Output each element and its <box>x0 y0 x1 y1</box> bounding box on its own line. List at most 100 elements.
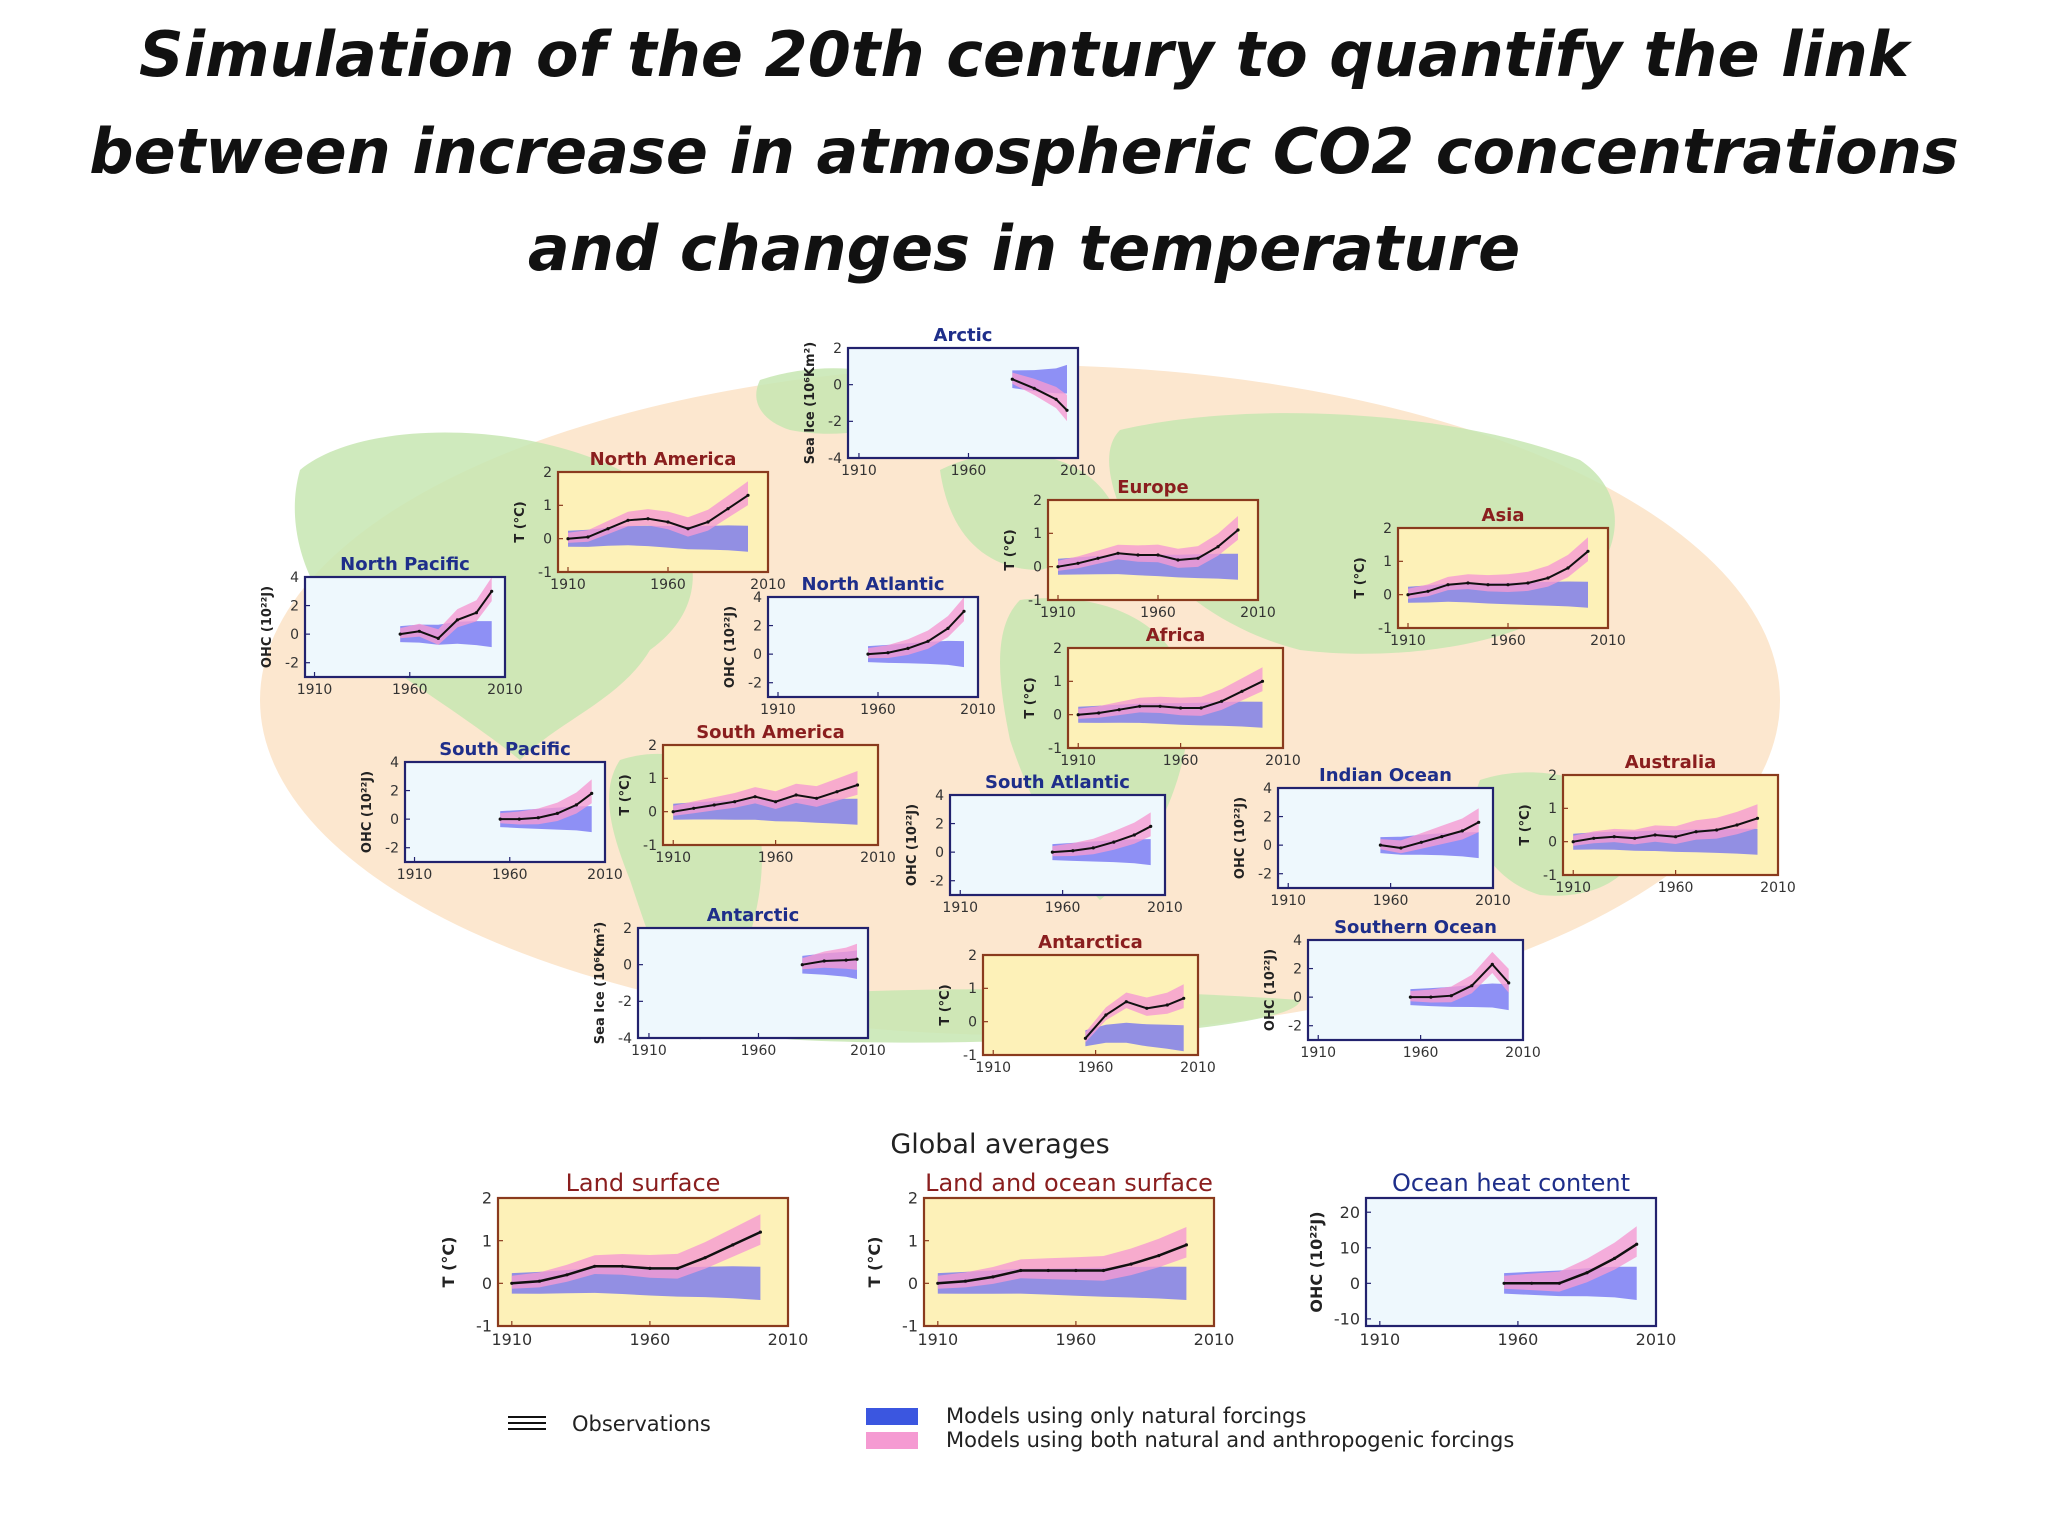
observation-point <box>417 629 421 633</box>
chart-panel-africa: Africa 1910 1960 2010 2 1 0 -1 T (°C) <box>1023 625 1301 769</box>
y-axis-label: OHC (10²²J) <box>1263 949 1278 1031</box>
y-tick-label: -1 <box>1378 621 1392 637</box>
x-tick-label: 1910 <box>760 702 796 718</box>
y-tick-label: 4 <box>290 570 299 586</box>
observation-point <box>1083 1036 1087 1040</box>
y-tick-label: 2 <box>482 1189 492 1208</box>
y-tick-label: 1 <box>908 1231 918 1250</box>
y-tick-label: 2 <box>1053 641 1062 657</box>
y-tick-label: -2 <box>1258 867 1272 883</box>
y-tick-label: 0 <box>908 1274 918 1293</box>
y-tick-label: 2 <box>1033 493 1042 509</box>
observation-point <box>1440 835 1444 839</box>
observation-point <box>1132 833 1136 837</box>
observation-point <box>1526 581 1530 585</box>
y-axis-label: OHC (10²²J) <box>905 804 920 886</box>
y-tick-label: 2 <box>1263 809 1272 825</box>
y-tick-label: -2 <box>930 874 944 890</box>
chart-panel-north_america: North America 1910 1960 2010 2 1 0 -1 T (°C) <box>513 449 786 593</box>
panel-frame <box>1561 773 1780 877</box>
panel-title: Africa <box>1146 625 1206 646</box>
y-tick-label: 4 <box>753 590 762 606</box>
x-tick-label: 1960 <box>1498 1330 1539 1349</box>
observation-point <box>1506 583 1510 587</box>
observation-point <box>1071 849 1075 853</box>
observation-point <box>936 1281 940 1285</box>
observation-point <box>800 963 804 967</box>
panel-title: Land and ocean surface <box>925 1169 1213 1197</box>
observations-line <box>1057 529 1239 568</box>
observation-point <box>646 517 650 521</box>
observation-point <box>1486 583 1490 587</box>
y-axis-label: T (°C) <box>1518 804 1533 845</box>
y-axis-label: OHC (10²²J) <box>1233 797 1248 879</box>
x-tick-label: 1910 <box>1270 893 1306 909</box>
observation-point <box>1046 1268 1050 1273</box>
chart-panel-indian_ocean: Indian Ocean 1910 1960 2010 4 2 0 -2 OHC (10²²J) <box>1233 765 1511 909</box>
y-tick-label: 2 <box>1383 521 1392 537</box>
y-tick-label: -2 <box>748 676 762 692</box>
observation-point <box>1477 820 1481 824</box>
x-tick-label: 1960 <box>1140 605 1176 621</box>
observation-point <box>1054 397 1058 401</box>
x-tick-label: 1960 <box>1490 633 1526 649</box>
y-tick-label: -1 <box>963 1048 977 1064</box>
observation-point <box>1236 528 1240 532</box>
y-axis-label: T (°C) <box>1353 557 1368 598</box>
observation-point <box>1056 565 1060 569</box>
y-axis-label: OHC (10²²J) <box>723 606 738 688</box>
observation-point <box>946 626 950 631</box>
observation-point <box>703 1256 707 1260</box>
slide-title: Simulation of the 20th century to quanti… <box>80 6 1968 297</box>
panel-frame <box>556 470 770 574</box>
observation-point <box>1138 704 1142 708</box>
y-tick-label: -2 <box>385 841 399 857</box>
observations-line <box>937 1243 1187 1285</box>
observations-line <box>1052 825 1152 854</box>
observation-point <box>815 796 819 800</box>
observations-line <box>1407 550 1589 596</box>
observation-point <box>593 1264 597 1268</box>
observation-point <box>1378 843 1382 847</box>
panel-title: South America <box>696 722 845 743</box>
observation-point <box>666 520 670 524</box>
observation-point <box>1220 699 1224 703</box>
x-tick-label: 2010 <box>1194 1330 1235 1349</box>
observation-point <box>822 959 826 963</box>
chart-panel-south_atlantic: South Atlantic 1910 1960 2010 4 2 0 -2 OHC (10²²… <box>905 772 1183 916</box>
observation-point <box>517 817 521 821</box>
y-tick-label: 0 <box>1383 588 1392 604</box>
observation-point <box>686 527 690 531</box>
observation-point <box>1050 850 1054 854</box>
observation-point <box>675 1266 680 1270</box>
y-tick-label: -1 <box>538 565 552 581</box>
observations-line <box>400 590 493 640</box>
observation-point <box>1585 1271 1589 1275</box>
observation-point <box>606 527 610 531</box>
x-tick-label: 1960 <box>650 577 686 593</box>
observation-point <box>753 795 757 799</box>
chart-panel-arctic: Arctic 1910 1960 2010 2 0 -2 -4 Sea Ice (10⁶Km²) <box>803 325 1096 479</box>
y-tick-label: -2 <box>828 414 842 430</box>
y-axis-label: T (°C) <box>618 774 633 815</box>
x-tick-label: 1960 <box>1163 753 1199 769</box>
y-tick-label: 1 <box>1053 674 1062 690</box>
observation-point <box>886 651 890 655</box>
panel-frame <box>948 793 1167 897</box>
y-tick-label: 4 <box>1263 781 1272 797</box>
y-tick-label: 0 <box>623 958 632 974</box>
x-tick-label: 1960 <box>392 682 428 698</box>
anthropogenic-forcings-band <box>937 1227 1187 1289</box>
anthropogenic-forcings-band <box>1078 667 1263 719</box>
x-tick-label: 1910 <box>1040 605 1076 621</box>
observations-line <box>1410 962 1510 999</box>
panel-title: Indian Ocean <box>1319 765 1452 786</box>
y-tick-label: -10 <box>1334 1309 1360 1328</box>
panel-frame <box>766 595 980 699</box>
observation-point <box>835 790 839 794</box>
legend-observations-label: Observations <box>572 1412 711 1436</box>
x-tick-label: 2010 <box>1760 880 1796 896</box>
